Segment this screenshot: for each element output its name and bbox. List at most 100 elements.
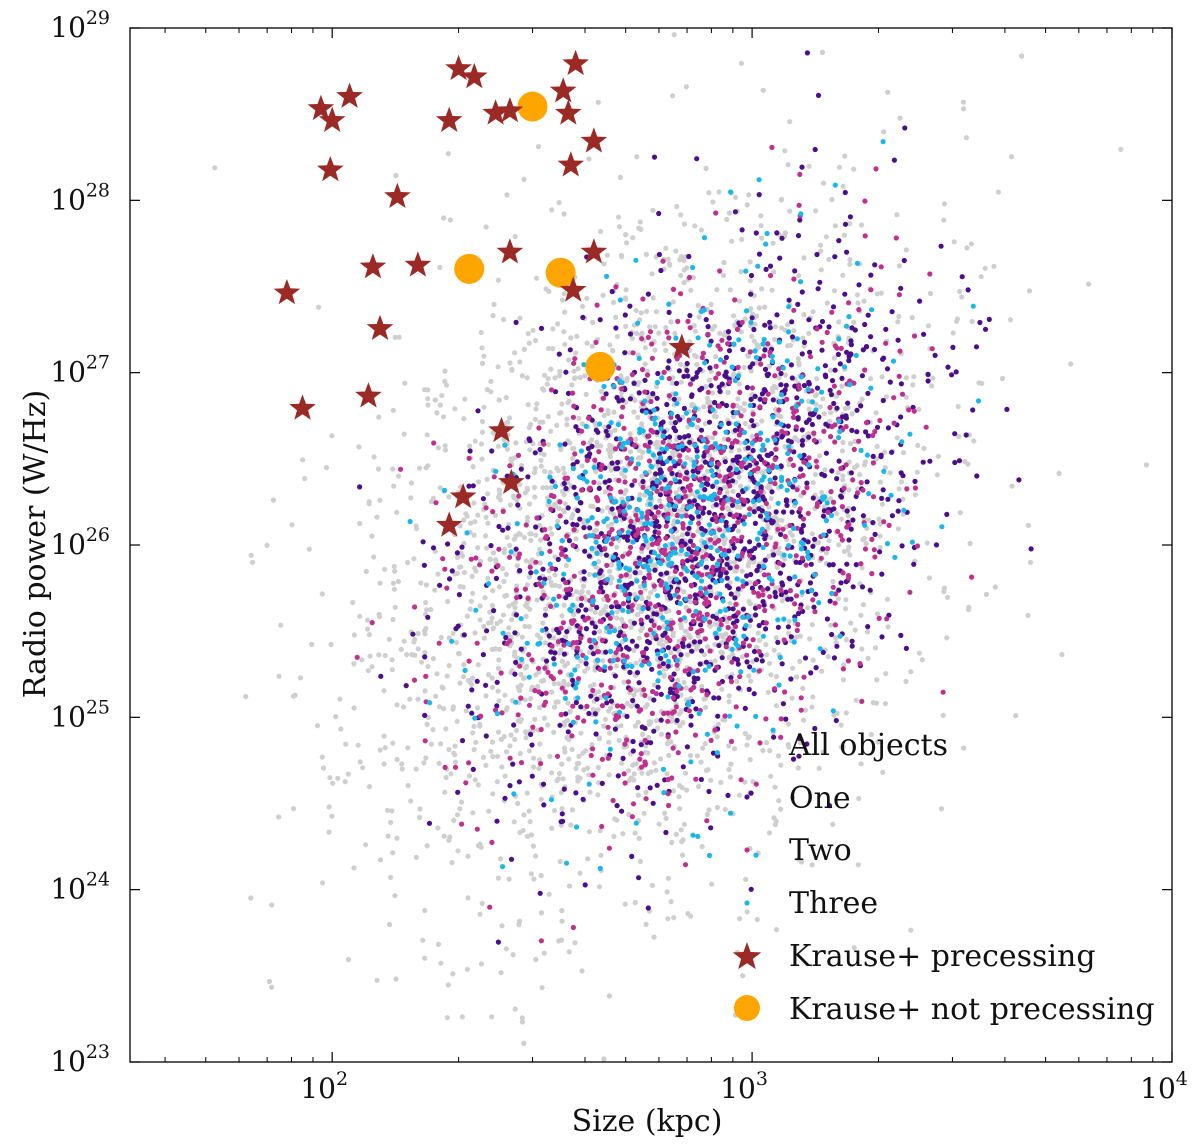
point-all-objects: [495, 688, 501, 694]
point-all-objects: [444, 1015, 450, 1021]
point-two: [647, 329, 654, 335]
point-one: [606, 424, 612, 430]
point-two: [682, 475, 688, 482]
point-all-objects: [702, 421, 709, 427]
point-all-objects: [496, 584, 502, 590]
point-all-objects: [612, 427, 618, 433]
point-all-objects: [731, 559, 738, 565]
point-all-objects: [636, 455, 642, 461]
point-one: [788, 634, 794, 640]
point-all-objects: [447, 217, 453, 223]
point-two: [742, 514, 748, 520]
point-all-objects: [676, 396, 682, 402]
point-all-objects: [389, 808, 395, 814]
point-all-objects: [524, 514, 531, 520]
point-two: [818, 555, 824, 561]
point-all-objects: [600, 292, 606, 298]
point-all-objects: [668, 319, 674, 325]
point-all-objects: [934, 472, 940, 478]
point-one: [684, 470, 690, 476]
point-all-objects: [485, 575, 491, 581]
point-all-objects: [501, 578, 507, 585]
point-all-objects: [736, 298, 743, 304]
point-one: [551, 656, 557, 662]
point-all-objects: [525, 402, 531, 408]
point-two: [677, 472, 683, 478]
point-one: [812, 725, 818, 732]
point-all-objects: [537, 741, 543, 747]
point-two: [466, 760, 472, 766]
point-all-objects: [747, 278, 753, 284]
point-three: [899, 439, 905, 445]
point-all-objects: [992, 584, 998, 590]
point-all-objects: [961, 106, 967, 112]
point-all-objects: [557, 368, 563, 375]
point-all-objects: [567, 440, 573, 446]
point-two: [673, 704, 680, 710]
point-all-objects: [452, 752, 458, 758]
point-all-objects: [487, 609, 493, 615]
point-two: [722, 713, 728, 719]
point-one: [933, 542, 940, 548]
point-one: [761, 387, 768, 393]
point-all-objects: [704, 811, 710, 818]
point-two: [610, 797, 616, 804]
point-one: [665, 663, 671, 669]
point-all-objects: [677, 806, 683, 812]
point-one: [925, 378, 931, 384]
point-all-objects: [562, 341, 568, 347]
point-two: [796, 579, 802, 585]
point-one: [899, 543, 905, 549]
point-all-objects: [665, 916, 671, 922]
point-one: [831, 506, 837, 512]
point-all-objects: [964, 245, 970, 251]
point-one: [802, 655, 809, 661]
point-all-objects: [809, 622, 816, 628]
point-all-objects: [390, 850, 396, 856]
point-all-objects: [471, 500, 477, 506]
point-all-objects: [790, 665, 796, 671]
point-two: [825, 545, 831, 552]
point-two: [646, 458, 653, 464]
point-all-objects: [485, 520, 491, 526]
point-three: [595, 657, 601, 664]
point-all-objects: [796, 360, 802, 366]
point-one: [622, 312, 628, 318]
point-one: [982, 326, 989, 332]
point-all-objects: [586, 772, 592, 778]
point-three: [684, 551, 690, 557]
point-all-objects: [436, 760, 442, 766]
point-one: [880, 487, 886, 493]
point-one: [952, 459, 958, 466]
point-all-objects: [766, 660, 773, 667]
point-one: [788, 362, 795, 368]
point-two: [468, 556, 474, 562]
point-all-objects: [569, 807, 576, 813]
point-two: [645, 334, 652, 340]
point-all-objects: [434, 671, 440, 677]
point-two: [489, 839, 495, 846]
point-all-objects: [481, 353, 487, 359]
point-one: [447, 576, 453, 582]
point-one: [674, 717, 680, 724]
point-all-objects: [419, 659, 425, 665]
point-all-objects: [631, 409, 637, 415]
point-all-objects: [813, 208, 819, 214]
point-two: [757, 404, 763, 410]
point-two: [869, 571, 875, 577]
point-one: [850, 517, 856, 523]
point-two: [627, 544, 634, 551]
point-two: [575, 676, 582, 682]
point-one: [616, 398, 622, 404]
point-all-objects: [460, 674, 467, 680]
point-one: [542, 612, 549, 618]
point-two: [703, 596, 709, 602]
point-all-objects: [351, 661, 357, 667]
point-all-objects: [823, 234, 829, 240]
point-all-objects: [935, 453, 942, 459]
point-one: [727, 511, 733, 517]
point-one: [616, 633, 622, 639]
point-all-objects: [631, 777, 637, 783]
point-two: [649, 541, 656, 548]
point-one: [715, 713, 721, 719]
